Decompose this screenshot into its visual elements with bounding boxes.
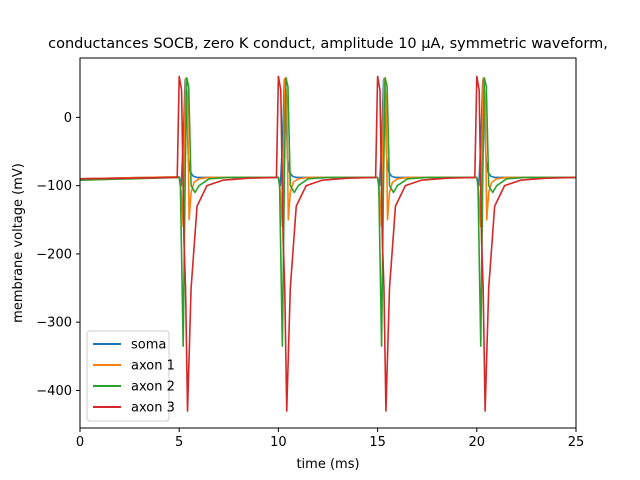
y-tick-label: −400 [36,384,72,399]
y-tick-label: −200 [36,247,72,262]
x-tick-label: 5 [175,435,183,450]
series-line-axon-2 [80,77,576,347]
legend: soma axon 1 axon 2 axon 3 [86,330,175,422]
x-tick-label: 20 [469,435,486,450]
series-line-axon-3 [80,75,576,412]
x-tick-label: 25 [568,435,585,450]
x-tick-label: 10 [270,435,287,450]
legend-label: soma [131,338,166,353]
y-tick-label: −300 [36,316,72,331]
chart-title: conductances SOCB, zero K conduct, ampli… [48,36,608,52]
series-line-soma [80,79,576,187]
x-tick-label: 0 [76,435,84,450]
legend-label: axon 2 [131,380,175,395]
y-axis: 0 −100 −200 −300 −400 [36,111,80,399]
series-line-axon-1 [80,77,576,228]
x-tick-label: 15 [369,435,386,450]
y-tick-label: −100 [36,179,72,194]
x-axis-label: time (ms) [296,457,359,472]
x-axis: 0 5 10 15 20 25 [76,428,584,450]
legend-label: axon 1 [131,359,175,374]
y-tick-label: 0 [64,111,72,126]
plot-frame [79,57,577,429]
y-axis-label: membrane voltage (mV) [11,163,26,323]
series-layer [80,75,576,412]
legend-label: axon 3 [131,401,175,416]
legend-box [86,330,170,422]
